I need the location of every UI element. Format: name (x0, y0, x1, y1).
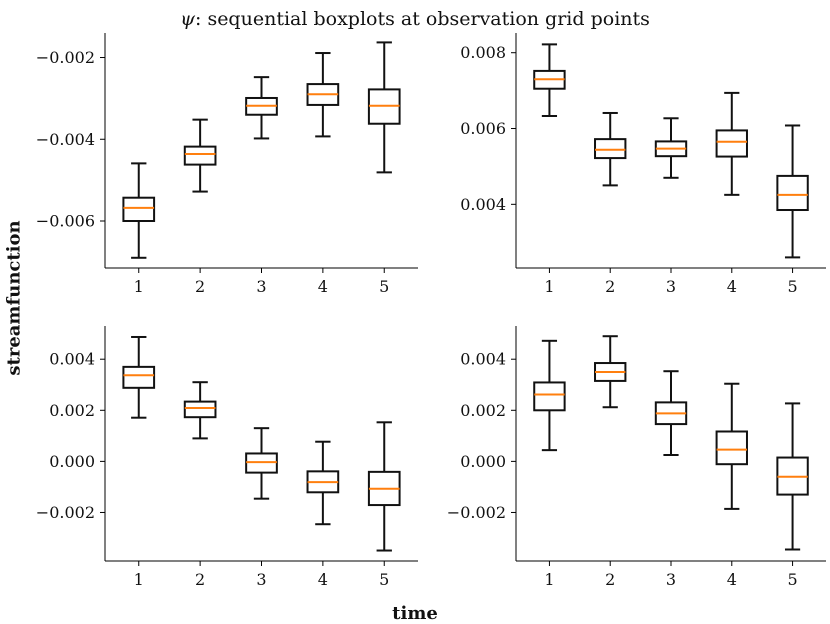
x-tick-label: 3 (256, 570, 266, 589)
y-tick-label: 0.002 (49, 401, 95, 420)
title-symbol: ψ (180, 8, 195, 30)
x-tick-label: 3 (666, 570, 676, 589)
y-tick-label: 0.004 (460, 195, 506, 214)
iqr-box (715, 430, 748, 466)
boxplot-2 (183, 118, 217, 193)
panel-top-left: −0.006 −0.004 −0.002 1 2 3 4 5 (36, 33, 418, 296)
x-tick-label: 3 (666, 277, 676, 296)
boxplot-2 (594, 335, 627, 409)
iqr-box (594, 138, 627, 160)
y-tick-label: 0.000 (49, 452, 95, 471)
boxplot-5 (367, 421, 401, 552)
x-tick-label: 5 (787, 277, 797, 296)
iqr-box (183, 400, 217, 419)
iqr-box (122, 196, 156, 222)
y-tick-label: 0.000 (460, 452, 506, 471)
boxplot-4 (715, 382, 748, 510)
iqr-box (533, 381, 566, 412)
boxplot-5 (367, 41, 401, 174)
x-tick-label: 4 (318, 277, 328, 296)
boxplot-5 (776, 124, 809, 259)
x-tick-label: 4 (727, 277, 737, 296)
boxplot-3 (245, 76, 278, 140)
iqr-box (715, 129, 748, 158)
x-tick-label: 5 (379, 277, 389, 296)
boxplot-1 (533, 43, 566, 118)
boxplot-3 (654, 117, 688, 179)
boxplot-3 (654, 370, 688, 456)
x-tick-label: 4 (318, 570, 328, 589)
figure-title: ψ: sequential boxplots at observation gr… (0, 8, 830, 30)
x-tick-label: 5 (379, 570, 389, 589)
y-tick-label: 0.002 (460, 401, 506, 420)
y-tick-label: −0.002 (36, 48, 95, 67)
x-tick-label: 3 (256, 277, 266, 296)
boxplot-4 (306, 440, 340, 526)
boxplot-4 (715, 91, 748, 196)
y-tick-label: −0.002 (447, 503, 506, 522)
y-tick-label: −0.002 (36, 503, 95, 522)
x-tick-label: 2 (195, 570, 205, 589)
panel-bottom-right: −0.002 0.000 0.002 0.004 1 2 3 4 5 (447, 326, 826, 589)
boxplot-2 (183, 381, 217, 440)
iqr-box (776, 174, 809, 212)
x-tick-label: 2 (195, 277, 205, 296)
x-axis-label: time (392, 603, 438, 624)
panel-top-right: 0.004 0.006 0.008 1 2 3 4 5 (460, 33, 826, 296)
boxplot-4 (306, 52, 340, 138)
x-tick-label: 2 (605, 277, 615, 296)
boxplot-2 (594, 111, 627, 187)
y-tick-label: 0.004 (49, 350, 95, 369)
x-tick-label: 5 (787, 570, 797, 589)
iqr-box (183, 145, 217, 166)
x-tick-label: 2 (605, 570, 615, 589)
y-tick-label: −0.006 (36, 212, 95, 231)
boxplot-1 (122, 335, 156, 419)
boxplot-1 (122, 162, 156, 259)
x-tick-label: 1 (544, 277, 554, 296)
iqr-box (122, 365, 156, 389)
y-tick-label: 0.006 (460, 119, 506, 138)
y-tick-label: −0.004 (36, 130, 95, 149)
y-axis-label: streamfunction (3, 220, 25, 376)
y-tick-label: 0.008 (460, 43, 506, 62)
x-tick-label: 1 (134, 570, 144, 589)
y-tick-label: 0.004 (460, 350, 506, 369)
x-tick-label: 1 (544, 570, 554, 589)
boxplot-1 (533, 339, 566, 452)
x-tick-label: 1 (134, 277, 144, 296)
title-text: : sequential boxplots at observation gri… (195, 8, 650, 30)
x-tick-label: 4 (727, 570, 737, 589)
panel-bottom-left: −0.002 0.000 0.002 0.004 1 2 3 4 5 (36, 326, 418, 589)
boxplot-5 (776, 402, 809, 551)
boxplot-3 (245, 427, 278, 500)
